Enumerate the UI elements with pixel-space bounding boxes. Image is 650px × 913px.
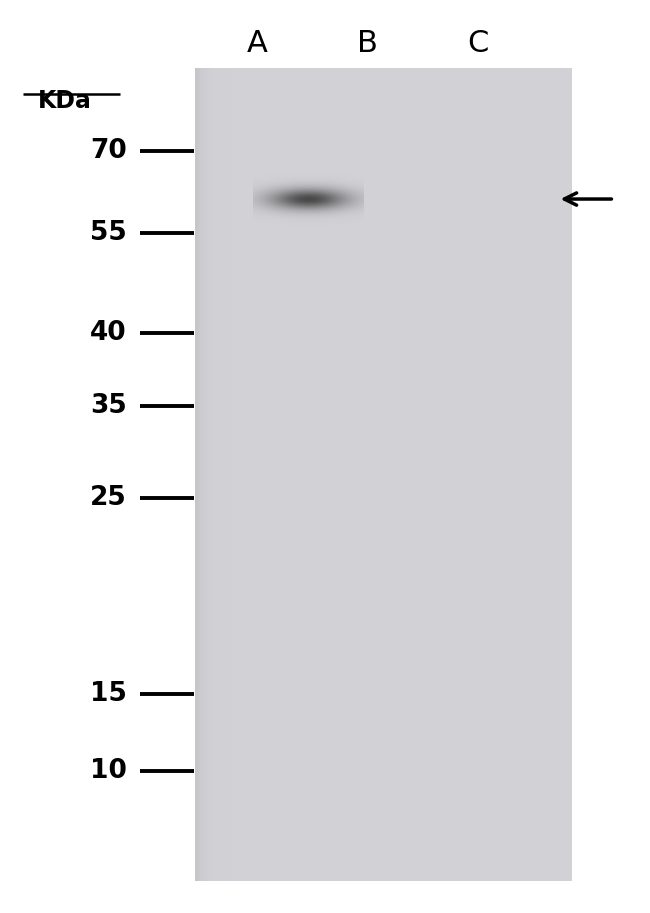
Text: 55: 55	[90, 220, 127, 246]
Text: A: A	[246, 29, 267, 58]
Text: 25: 25	[90, 485, 127, 510]
Text: KDa: KDa	[38, 89, 92, 113]
Text: C: C	[467, 29, 488, 58]
Text: 15: 15	[90, 681, 127, 707]
Text: 40: 40	[90, 320, 127, 346]
Text: 35: 35	[90, 394, 127, 419]
Text: 70: 70	[90, 138, 127, 163]
Text: 10: 10	[90, 759, 127, 784]
Text: B: B	[357, 29, 378, 58]
